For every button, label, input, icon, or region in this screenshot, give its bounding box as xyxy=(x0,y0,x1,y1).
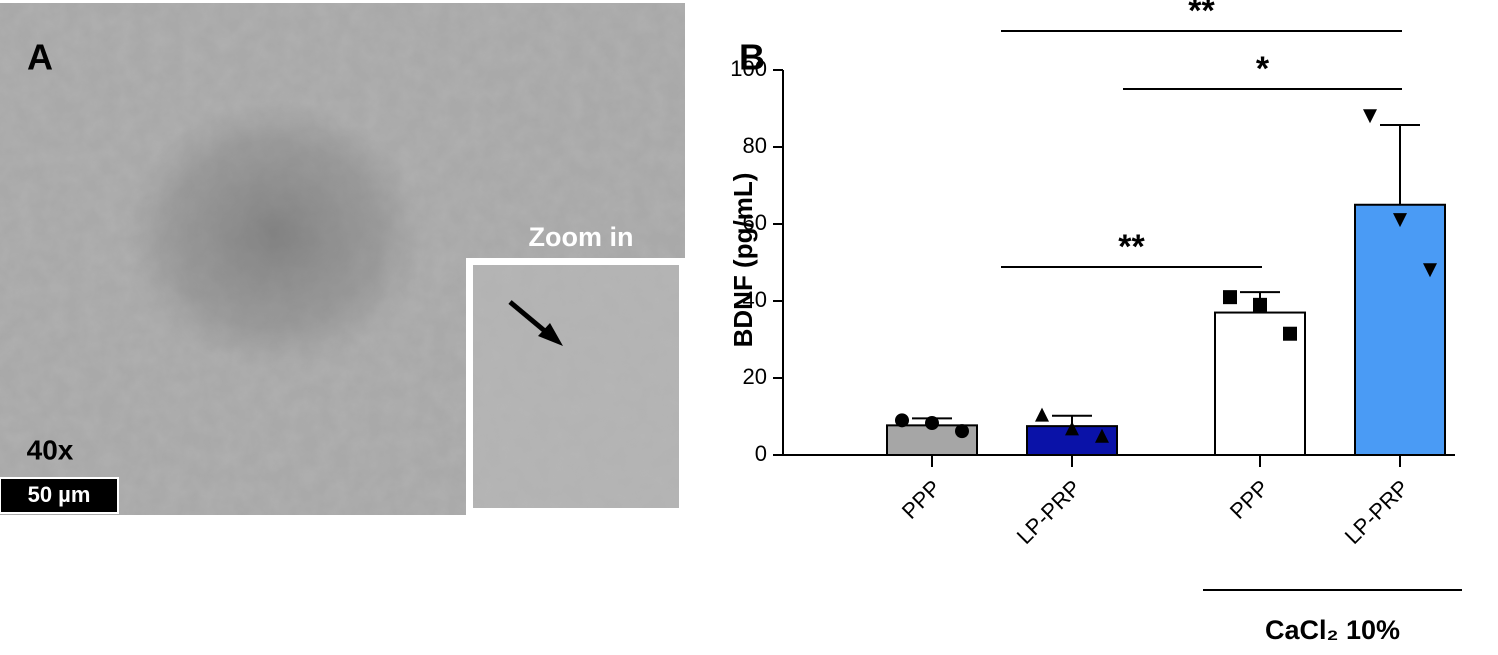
panel-label: B xyxy=(739,37,765,78)
data-point xyxy=(1065,421,1079,436)
significance-label: ** xyxy=(1118,228,1145,266)
data-point xyxy=(1363,109,1377,124)
data-point xyxy=(1283,326,1297,341)
x-tick-label: PPP xyxy=(1225,475,1274,524)
y-tick-label: 40 xyxy=(743,287,767,312)
y-tick-label: 60 xyxy=(743,210,767,235)
y-tick-label: 20 xyxy=(743,364,767,389)
y-tick-label: 0 xyxy=(755,441,767,466)
y-axis-label: BDNF (pg/mL) xyxy=(728,173,758,348)
data-point xyxy=(895,413,909,428)
significance-label: * xyxy=(1256,50,1270,88)
x-tick-label: LP-PRP xyxy=(1340,475,1414,549)
group-label: CaCl₂ 10% xyxy=(1265,615,1400,645)
magnification: 40x xyxy=(27,434,74,465)
y-tick-label: 80 xyxy=(743,133,767,158)
x-tick-label: LP-PRP xyxy=(1012,475,1086,549)
y-tick-label: 100 xyxy=(730,56,767,81)
panel-label: A xyxy=(27,37,53,78)
data-point xyxy=(1393,213,1407,228)
data-point xyxy=(1095,428,1109,443)
data-point xyxy=(1423,263,1437,278)
significance-label: ** xyxy=(1188,0,1215,30)
data-point xyxy=(1035,407,1049,422)
data-point xyxy=(1223,290,1237,305)
x-tick-label: PPP xyxy=(897,475,946,524)
bar xyxy=(1354,203,1446,456)
micrograph: A 40x 50 µm Zoom in xyxy=(0,3,685,515)
data-point xyxy=(955,424,969,439)
scale-bar-label: 50 µm xyxy=(28,482,91,507)
data-point xyxy=(1253,297,1267,312)
inset-label: Zoom in xyxy=(529,222,634,252)
data-point xyxy=(925,416,939,431)
